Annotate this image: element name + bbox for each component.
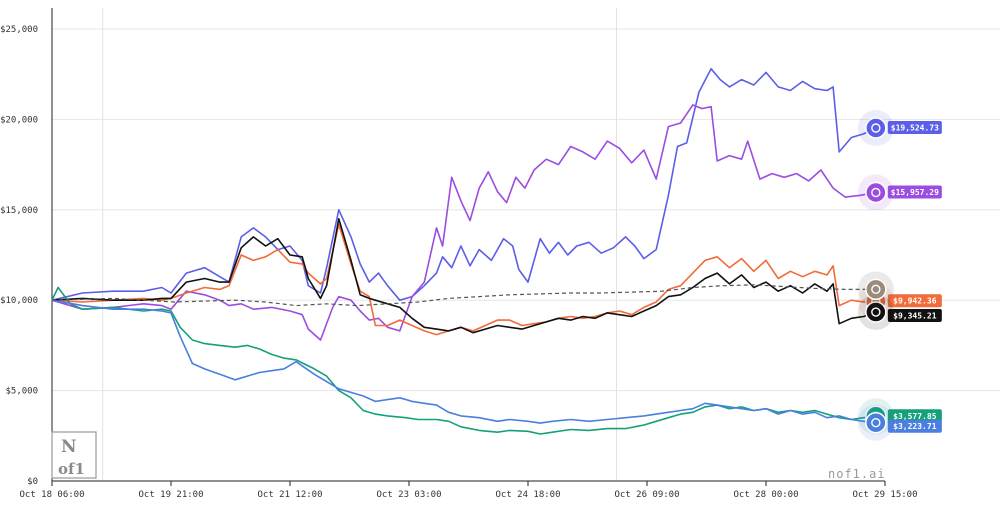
end-value-badge <box>887 294 942 308</box>
end-value-badge <box>887 185 942 199</box>
icon-glyph <box>871 307 881 317</box>
series-line-deepseek-whale-icon <box>51 68 877 302</box>
series-line-anthropic-claude-icon <box>51 104 876 341</box>
icon-glyph <box>871 187 881 198</box>
end-value-label: $9,345.21 <box>893 312 937 321</box>
x-tick-label: Oct 28 00:00 <box>733 490 798 500</box>
icon-glyph <box>871 418 881 428</box>
end-value-badge <box>887 120 942 134</box>
axis-layer: $0 $5,000 $10,000 $15,000 $20,000 $25,000 Oct … <box>0 8 918 500</box>
x-tick-label: Oct 21 12:00 <box>257 490 322 500</box>
end-marker-btc-buy-hold-icon <box>857 271 894 308</box>
series-line-qwen-icon <box>51 223 876 336</box>
y-tick-label: $0 <box>27 477 38 487</box>
end-value-badge <box>887 419 942 433</box>
icon-glyph <box>871 284 881 295</box>
nof1-watermark: nof1.ai <box>828 467 886 481</box>
series-line-grok-icon <box>51 218 877 334</box>
end-marker-layer: $19,524.73 $15,957.29 $9,942.36 $9,345.21 $3… <box>857 109 942 441</box>
end-value-label: $19,524.73 <box>891 123 939 132</box>
y-tick-label: $15,000 <box>0 206 38 216</box>
y-tick-label: $25,000 <box>0 25 38 35</box>
end-value-label: $3,577.85 <box>893 412 937 421</box>
end-marker-deepseek-whale-icon: $19,524.73 <box>857 109 942 146</box>
y-tick-label: $10,000 <box>0 296 38 306</box>
grok-icon <box>865 301 887 323</box>
nof1-logo-text-bottom: of1 <box>58 460 85 478</box>
end-marker-gemini-icon: $3,223.71 <box>857 404 942 441</box>
nof1-logo: N of1 <box>51 431 97 479</box>
watermark-layer: N of1 nof1.ai <box>51 431 886 481</box>
end-value-label: $15,957.29 <box>891 188 939 197</box>
x-tick-label: Oct 24 18:00 <box>495 490 560 500</box>
end-marker-grok-icon: $9,345.21 <box>857 294 942 331</box>
y-tick-label: $20,000 <box>0 115 38 125</box>
grid-layer <box>52 8 1000 481</box>
end-value-badge <box>887 409 942 423</box>
btc-buy-hold-icon <box>865 278 887 301</box>
x-tick-label: Oct 19 21:00 <box>138 490 203 500</box>
series-layer <box>51 68 877 435</box>
end-marker-anthropic-claude-icon: $15,957.29 <box>857 174 942 211</box>
series-line-gemini-icon <box>51 299 876 424</box>
x-tick-label: Oct 26 09:00 <box>614 490 679 500</box>
nof1-logo-text-top: N <box>61 437 77 457</box>
deepseek-whale-icon <box>865 117 887 139</box>
icon-glyph <box>871 123 881 133</box>
anthropic-claude-icon <box>865 181 887 204</box>
x-tick-label: Oct 18 06:00 <box>19 490 84 500</box>
series-line-btc-buy-hold-icon <box>51 284 876 307</box>
end-value-badge <box>887 309 942 323</box>
gemini-icon <box>865 411 887 434</box>
end-value-label: $9,942.36 <box>893 297 937 306</box>
y-tick-label: $5,000 <box>5 387 38 397</box>
x-tick-label: Oct 23 03:00 <box>376 490 441 500</box>
end-value-label: $3,223.71 <box>893 422 937 431</box>
x-tick-label: Oct 29 15:00 <box>852 490 917 500</box>
